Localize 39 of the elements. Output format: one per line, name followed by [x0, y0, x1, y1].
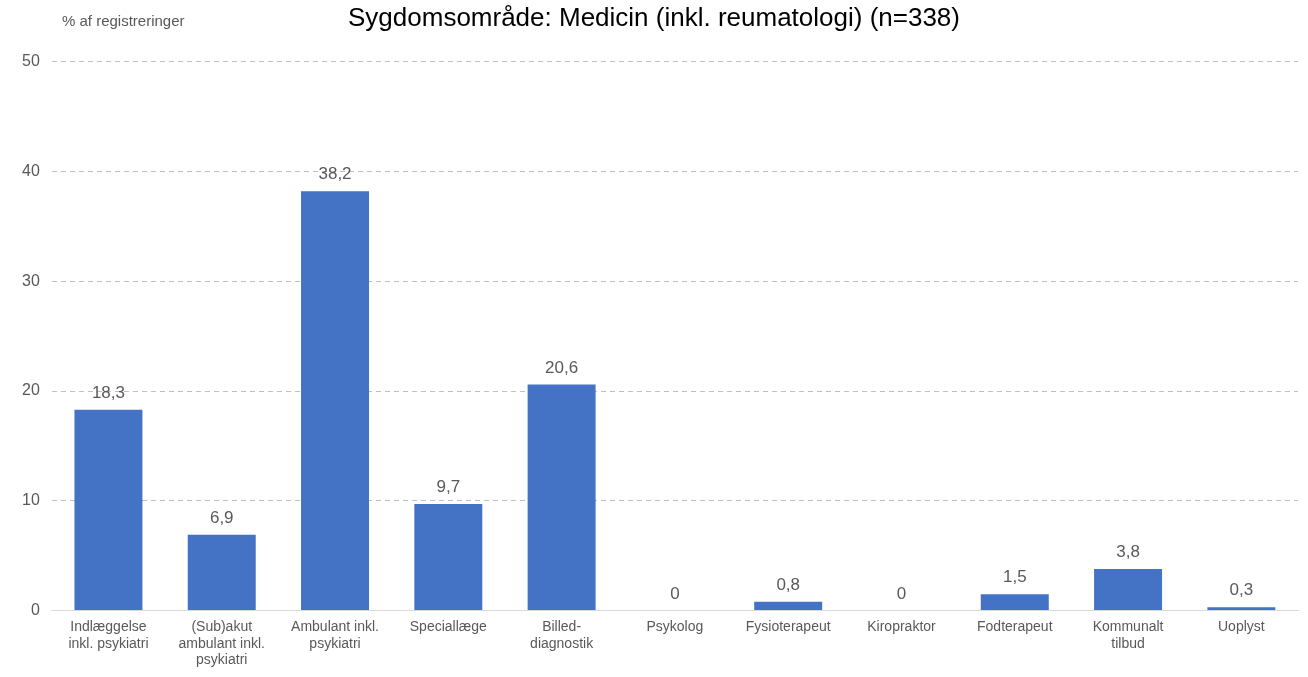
y-axis-title: % af registreringer [62, 12, 185, 29]
x-tick-label: Uoplyst [1218, 617, 1265, 634]
x-tick-label: Fodterapeut [977, 617, 1053, 634]
data-label: 0,3 [1229, 580, 1254, 600]
x-tick-label: Kommunalt tilbud [1092, 617, 1164, 651]
bar [74, 409, 143, 611]
x-tick-label: Ambulant inkl. psykiatri [291, 617, 379, 651]
x-tick-label: Fysioterapeut [745, 617, 831, 634]
data-label: 38,2 [318, 164, 352, 184]
y-tick-label: 20 [22, 381, 40, 399]
y-tick-label: 0 [30, 601, 40, 619]
y-tick-label: 40 [22, 161, 40, 179]
data-label: 6,9 [209, 508, 234, 528]
x-tick-label: Indlæggelse inkl. psykiatri [68, 617, 149, 651]
data-label: 3,8 [1116, 542, 1140, 562]
bar [1094, 568, 1163, 611]
bar [754, 601, 823, 611]
bar [527, 384, 596, 611]
data-label: 0 [896, 583, 907, 603]
bar [414, 504, 483, 611]
data-label: 1,5 [1002, 567, 1027, 587]
bar [301, 191, 370, 611]
bar [1207, 607, 1276, 611]
data-label: 9,7 [436, 477, 461, 497]
bar [980, 594, 1049, 611]
y-tick-label: 30 [22, 271, 40, 289]
data-label: 0 [670, 583, 680, 603]
data-label: 18,3 [91, 382, 125, 402]
x-tick-label: Psykolog [646, 617, 704, 634]
x-tick-label: Billed-diagnostik [530, 617, 595, 651]
bar [187, 534, 256, 611]
x-tick-label: Speciallæge [409, 617, 488, 634]
chart-title: Sygdomsområde: Medicin (inkl. reumatologi) (n=338) [348, 2, 960, 32]
y-tick-label: 10 [22, 491, 40, 509]
data-label: 20,6 [545, 357, 579, 377]
y-tick-label: 50 [22, 52, 40, 70]
x-tick-label: (Sub)akut ambulant inkl. psykiatri [178, 617, 265, 668]
x-tick-label: Kiropraktor [867, 617, 937, 634]
data-label: 0,8 [776, 575, 801, 594]
